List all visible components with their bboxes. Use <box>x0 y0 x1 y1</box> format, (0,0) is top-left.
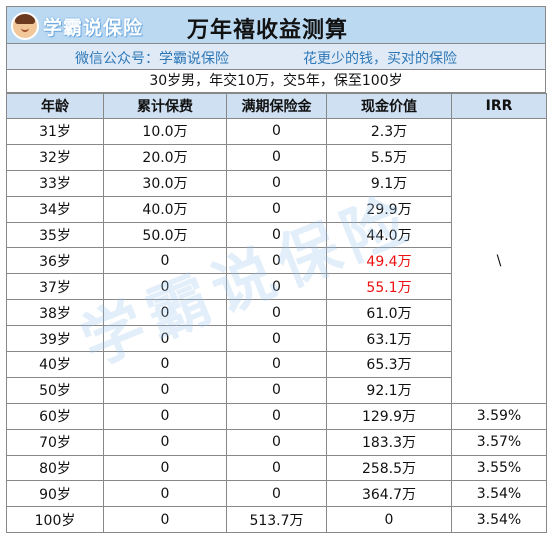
age-cell: 39岁 <box>6 325 104 353</box>
header-irr: IRR <box>451 93 547 119</box>
cash-value-cell: 0 <box>326 506 452 534</box>
irr-cell: 3.54% <box>451 506 547 534</box>
premium-cell: 0 <box>103 402 227 430</box>
age-cell: 35岁 <box>6 221 104 249</box>
age-cell: 32岁 <box>6 143 104 171</box>
age-cell: 60岁 <box>6 402 104 430</box>
table-row: 34岁 40.0万 0 29.9万 <box>6 195 547 223</box>
maturity-cell: 0 <box>226 402 327 430</box>
premium-cell: 0 <box>103 506 227 534</box>
maturity-cell: 0 <box>226 428 327 456</box>
subtitle-bar: 微信公众号：学霸说保险 花更少的钱，买对的保险 <box>6 44 546 70</box>
header-cash-value: 现金价值 <box>326 93 452 119</box>
premium-cell: 10.0万 <box>103 118 227 145</box>
table-row: 36岁 0 0 49.4万 <box>6 247 547 275</box>
table-body: 31岁 10.0万 0 2.3万 \ 32岁 20.0万 0 5.5万 33岁 30.0万 0 9.1万… <box>6 118 547 534</box>
maturity-cell: 0 <box>226 195 327 223</box>
premium-cell: 50.0万 <box>103 221 227 249</box>
table-row: 70岁 0 0 183.3万 3.57% <box>6 428 547 456</box>
brand-logo: 学霸说保险 <box>11 10 143 42</box>
maturity-cell: 0 <box>226 118 327 145</box>
page-title: 万年禧收益测算 <box>187 18 349 43</box>
cash-value-cell: 63.1万 <box>326 325 452 353</box>
maturity-cell: 0 <box>226 221 327 249</box>
premium-cell: 0 <box>103 247 227 275</box>
maturity-cell: 0 <box>226 454 327 482</box>
cash-value-cell: 61.0万 <box>326 299 452 327</box>
maturity-cell: 0 <box>226 325 327 353</box>
age-cell: 31岁 <box>6 118 104 145</box>
cash-value-cell: 44.0万 <box>326 221 452 249</box>
age-cell: 100岁 <box>6 506 104 534</box>
maturity-cell: 0 <box>226 247 327 275</box>
age-cell: 33岁 <box>6 169 104 197</box>
maturity-cell: 513.7万 <box>226 506 327 534</box>
cash-value-cell: 92.1万 <box>326 376 452 404</box>
table-row: 80岁 0 0 258.5万 3.55% <box>6 454 547 482</box>
cash-value-cell: 258.5万 <box>326 454 452 482</box>
irr-merged-cell: \ <box>451 118 547 404</box>
calculation-sheet: 学霸说保险 万年禧收益测算 微信公众号：学霸说保险 花更少的钱，买对的保险 30… <box>6 6 547 534</box>
premium-cell: 0 <box>103 351 227 378</box>
premium-cell: 0 <box>103 428 227 456</box>
cash-value-cell: 55.1万 <box>326 273 452 301</box>
premium-cell: 0 <box>103 454 227 482</box>
cash-value-cell: 364.7万 <box>326 480 452 508</box>
age-cell: 70岁 <box>6 428 104 456</box>
premium-cell: 0 <box>103 299 227 327</box>
table-row: 31岁 10.0万 0 2.3万 \ <box>6 118 547 404</box>
cash-value-cell: 2.3万 <box>326 118 452 145</box>
table-row: 90岁 0 0 364.7万 3.54% <box>6 480 547 508</box>
maturity-cell: 0 <box>226 273 327 301</box>
premium-cell: 30.0万 <box>103 169 227 197</box>
irr-cell: 3.55% <box>451 454 547 482</box>
cash-value-cell: 5.5万 <box>326 143 452 171</box>
premium-cell: 0 <box>103 376 227 404</box>
header-maturity: 满期保险金 <box>226 93 327 119</box>
premium-cell: 40.0万 <box>103 195 227 223</box>
avatar-icon <box>11 12 39 40</box>
maturity-cell: 0 <box>226 376 327 404</box>
conditions-text: 30岁男，年交10万，交5年，保至100岁 <box>6 70 546 93</box>
maturity-cell: 0 <box>226 299 327 327</box>
table-row: 38岁 0 0 61.0万 <box>6 299 547 327</box>
header-premium: 累计保费 <box>103 93 227 119</box>
logo-text: 学霸说保险 <box>43 16 144 39</box>
cash-value-cell: 183.3万 <box>326 428 452 456</box>
age-cell: 36岁 <box>6 247 104 275</box>
irr-cell: 3.54% <box>451 480 547 508</box>
age-cell: 90岁 <box>6 480 104 508</box>
cash-value-cell: 49.4万 <box>326 247 452 275</box>
table-header-row: 年龄 累计保费 满期保险金 现金价值 IRR <box>6 93 547 119</box>
benefit-table: 年龄 累计保费 满期保险金 现金价值 IRR 31岁 10.0万 0 2.3万 \ 32岁… <box>6 93 547 534</box>
cash-value-cell: 29.9万 <box>326 195 452 223</box>
cash-value-cell: 65.3万 <box>326 351 452 378</box>
age-cell: 40岁 <box>6 351 104 378</box>
maturity-cell: 0 <box>226 351 327 378</box>
age-cell: 50岁 <box>6 376 104 404</box>
table-row: 33岁 30.0万 0 9.1万 <box>6 169 547 197</box>
table-row: 100岁 0 513.7万 0 3.54% <box>6 506 547 534</box>
irr-cell: 3.57% <box>451 428 547 456</box>
wechat-account-text: 微信公众号：学霸说保险 <box>75 51 229 67</box>
age-cell: 38岁 <box>6 299 104 327</box>
maturity-cell: 0 <box>226 169 327 197</box>
title-bar: 学霸说保险 万年禧收益测算 <box>6 6 546 44</box>
age-cell: 37岁 <box>6 273 104 301</box>
age-cell: 34岁 <box>6 195 104 223</box>
slogan-text: 花更少的钱，买对的保险 <box>303 51 457 67</box>
maturity-cell: 0 <box>226 480 327 508</box>
cash-value-cell: 9.1万 <box>326 169 452 197</box>
premium-cell: 0 <box>103 325 227 353</box>
age-cell: 80岁 <box>6 454 104 482</box>
table-row: 35岁 50.0万 0 44.0万 <box>6 221 547 249</box>
header-age: 年龄 <box>6 93 104 119</box>
premium-cell: 20.0万 <box>103 143 227 171</box>
premium-cell: 0 <box>103 480 227 508</box>
premium-cell: 0 <box>103 273 227 301</box>
irr-cell: 3.59% <box>451 402 547 430</box>
cash-value-cell: 129.9万 <box>326 402 452 430</box>
table-row: 60岁 0 0 129.9万 3.59% <box>6 402 547 430</box>
maturity-cell: 0 <box>226 143 327 171</box>
